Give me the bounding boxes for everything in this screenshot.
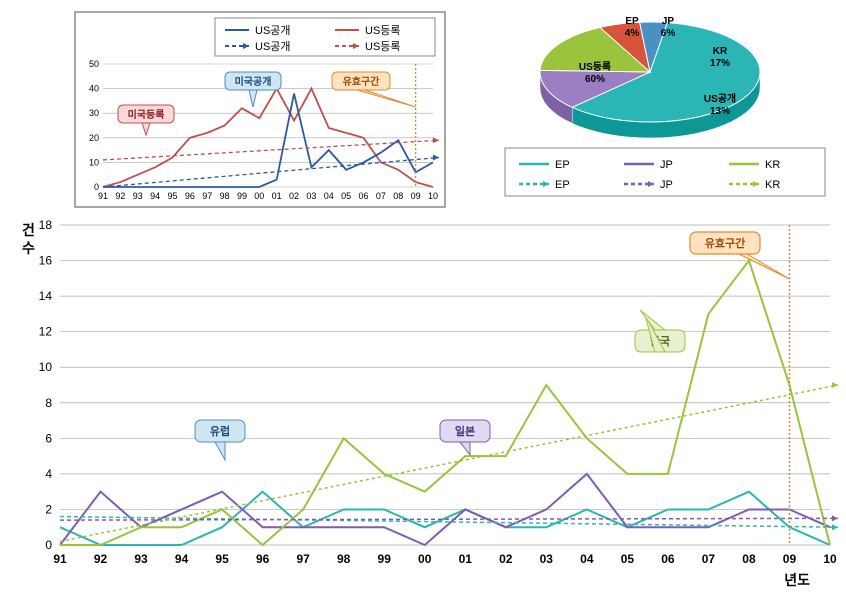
svg-text:03: 03	[306, 191, 316, 201]
svg-text:US공개: US공개	[255, 40, 291, 53]
svg-text:13%: 13%	[710, 106, 730, 117]
svg-text:18: 18	[39, 218, 53, 232]
svg-text:95: 95	[215, 552, 229, 566]
svg-text:미국등록: 미국등록	[128, 108, 165, 121]
svg-text:00: 00	[254, 191, 264, 201]
svg-text:97: 97	[296, 552, 310, 566]
svg-text:건: 건	[22, 222, 35, 238]
svg-text:96: 96	[185, 191, 195, 201]
svg-text:05: 05	[341, 191, 351, 201]
svg-text:16: 16	[39, 254, 53, 268]
svg-text:14: 14	[39, 289, 53, 303]
svg-text:04: 04	[580, 552, 594, 566]
svg-text:06: 06	[661, 552, 675, 566]
legend-main: EP JP KR EP JP KR	[505, 148, 825, 196]
svg-text:10: 10	[428, 191, 438, 201]
svg-text:20: 20	[89, 133, 99, 143]
svg-text:JP: JP	[660, 159, 673, 171]
svg-text:00: 00	[418, 552, 432, 566]
svg-text:EP: EP	[555, 179, 570, 191]
svg-text:수: 수	[22, 240, 35, 256]
svg-text:07: 07	[702, 552, 716, 566]
svg-text:JP: JP	[660, 179, 673, 191]
svg-text:US등록: US등록	[365, 40, 401, 53]
svg-text:유럽: 유럽	[210, 424, 230, 438]
svg-text:12: 12	[39, 325, 53, 339]
svg-text:KR: KR	[765, 179, 780, 191]
svg-text:6%: 6%	[661, 28, 676, 39]
svg-text:17%: 17%	[710, 58, 730, 69]
svg-text:EP: EP	[625, 16, 639, 27]
svg-text:09: 09	[783, 552, 797, 566]
svg-text:91: 91	[53, 552, 67, 566]
svg-text:8: 8	[45, 396, 52, 410]
svg-text:4: 4	[45, 467, 52, 481]
pie-chart: US등록60% US공개13% KR17% JP6% EP4%	[540, 16, 760, 138]
svg-text:98: 98	[220, 191, 230, 201]
svg-text:04: 04	[324, 191, 334, 201]
svg-text:US공개: US공개	[704, 92, 736, 105]
svg-text:US등록: US등록	[365, 24, 401, 37]
svg-text:년도: 년도	[784, 572, 810, 588]
svg-text:US등록: US등록	[579, 61, 611, 73]
svg-text:96: 96	[256, 552, 270, 566]
svg-text:95: 95	[167, 191, 177, 201]
svg-text:02: 02	[499, 552, 513, 566]
svg-text:50: 50	[89, 59, 99, 69]
svg-text:US공개: US공개	[255, 24, 291, 37]
svg-text:99: 99	[237, 191, 247, 201]
svg-text:60%: 60%	[585, 74, 605, 85]
svg-text:6: 6	[45, 431, 52, 445]
svg-text:유효구간: 유효구간	[705, 236, 745, 250]
svg-text:91: 91	[98, 191, 108, 201]
svg-text:07: 07	[376, 191, 386, 201]
svg-text:06: 06	[359, 191, 369, 201]
svg-text:미국공개: 미국공개	[235, 75, 272, 88]
svg-text:08: 08	[393, 191, 403, 201]
svg-text:10: 10	[39, 360, 53, 374]
svg-text:97: 97	[202, 191, 212, 201]
svg-text:02: 02	[289, 191, 299, 201]
svg-text:EP: EP	[555, 159, 570, 171]
svg-text:4%: 4%	[625, 28, 640, 39]
svg-text:94: 94	[175, 552, 189, 566]
svg-text:92: 92	[94, 552, 108, 566]
svg-text:92: 92	[115, 191, 125, 201]
svg-text:40: 40	[89, 84, 99, 94]
inset-chart: US공개US등록US공개US등록010203040509192939495969…	[75, 12, 445, 207]
svg-text:94: 94	[150, 191, 160, 201]
svg-text:30: 30	[89, 108, 99, 118]
svg-text:09: 09	[411, 191, 421, 201]
svg-text:08: 08	[742, 552, 756, 566]
svg-text:01: 01	[272, 191, 282, 201]
svg-text:0: 0	[45, 538, 52, 552]
svg-text:10: 10	[89, 157, 99, 167]
svg-text:일본: 일본	[455, 424, 475, 438]
svg-text:JP: JP	[662, 16, 675, 27]
svg-text:10: 10	[823, 552, 837, 566]
svg-text:05: 05	[621, 552, 635, 566]
svg-text:01: 01	[459, 552, 473, 566]
svg-text:99: 99	[378, 552, 392, 566]
svg-text:93: 93	[133, 191, 143, 201]
svg-text:유효구간: 유효구간	[343, 75, 381, 88]
chart-composite: 0246810121416189192939495969798990001020…	[0, 0, 846, 596]
svg-text:98: 98	[337, 552, 351, 566]
svg-text:KR: KR	[765, 159, 780, 171]
svg-text:93: 93	[134, 552, 148, 566]
svg-text:03: 03	[540, 552, 554, 566]
svg-text:2: 2	[45, 502, 52, 516]
svg-text:KR: KR	[713, 46, 728, 57]
